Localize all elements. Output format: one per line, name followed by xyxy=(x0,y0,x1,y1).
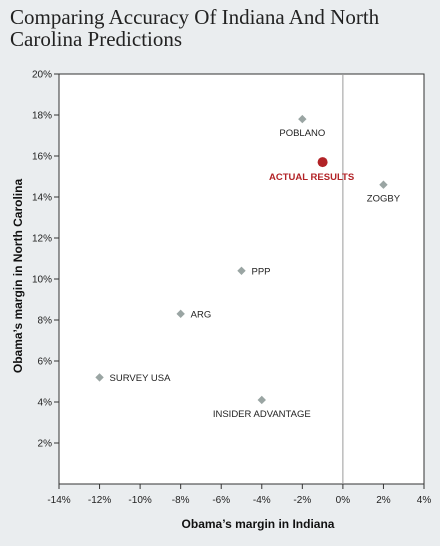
y-tick-label: 14% xyxy=(32,193,52,204)
point-ppp xyxy=(237,266,246,275)
x-tick-label: -10% xyxy=(128,495,151,506)
point-label-poblano: POBLANO xyxy=(279,128,325,139)
plot-area xyxy=(58,73,425,485)
x-tick-label: -14% xyxy=(47,495,70,506)
x-tick-label: -8% xyxy=(172,495,190,506)
point-label-ppp: PPP xyxy=(252,266,271,277)
point-label-zogby: ZOGBY xyxy=(367,194,401,205)
y-tick-label: 12% xyxy=(32,234,52,245)
point-actual-results xyxy=(317,157,328,168)
point-poblano xyxy=(298,114,307,124)
point-label-arg: ARG xyxy=(191,309,212,320)
y-tick-label: 6% xyxy=(38,357,53,368)
point-arg xyxy=(176,309,185,319)
y-tick-label: 8% xyxy=(38,316,53,327)
y-tick-label: 10% xyxy=(32,275,52,286)
x-tick-label: -12% xyxy=(88,495,111,506)
x-axis-label: Obama’s margin in Indiana xyxy=(182,517,335,531)
point-label-survey-usa: SURVEY USA xyxy=(110,373,172,384)
y-tick-label: 18% xyxy=(32,111,52,122)
point-survey-usa xyxy=(95,373,104,382)
x-tick-label: -6% xyxy=(212,495,230,506)
x-tick-label: -4% xyxy=(253,495,271,506)
y-tick-label: 2% xyxy=(38,439,53,450)
point-insider-advantage xyxy=(257,395,266,405)
y-axis-label: Obama’s margin in North Carolina xyxy=(11,179,25,374)
point-label-actual-results: ACTUAL RESULTS xyxy=(269,172,354,183)
point-zogby xyxy=(379,180,388,189)
y-tick-label: 20% xyxy=(32,70,52,81)
x-tick-label: 4% xyxy=(417,495,432,506)
x-tick-label: -2% xyxy=(293,495,311,506)
point-label-insider-advantage: INSIDER ADVANTAGE xyxy=(213,409,311,420)
y-tick-label: 16% xyxy=(32,152,52,163)
chart-title: Comparing Accuracy Of Indiana And North … xyxy=(10,5,380,51)
x-tick-label: 2% xyxy=(376,495,391,506)
x-tick-label: 0% xyxy=(336,495,351,506)
y-tick-label: 4% xyxy=(38,398,53,409)
